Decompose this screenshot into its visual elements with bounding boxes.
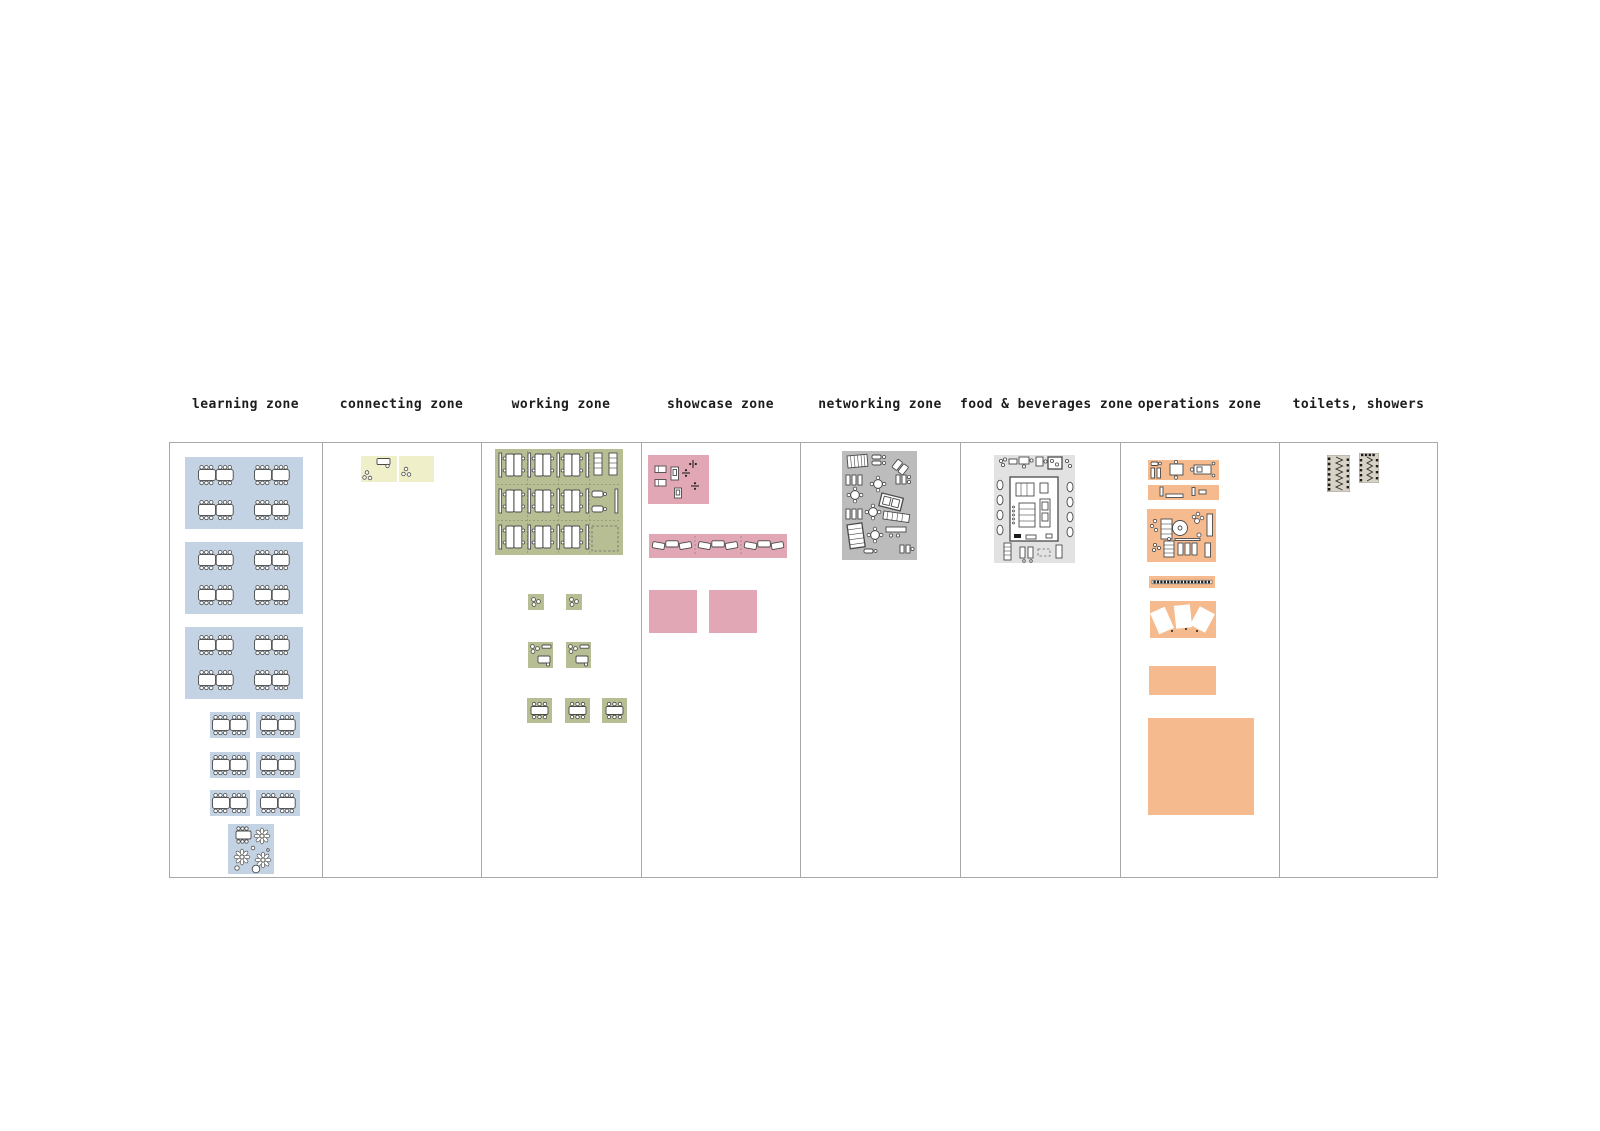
working-meeting-module <box>565 698 590 723</box>
working-meeting-module <box>527 698 552 723</box>
tilted-mats-icon <box>1150 601 1216 638</box>
learning-table-module <box>210 752 250 778</box>
learning-table-module <box>210 790 250 816</box>
learning-classroom-module-1 <box>185 457 303 529</box>
learning-beanbag-module <box>228 824 274 874</box>
learning-table-module <box>256 712 300 738</box>
column-divider <box>322 442 323 878</box>
connecting-cluster-module <box>399 456 434 482</box>
office-desk-strip-icon <box>1148 460 1219 480</box>
zone-header-showcase: showcase zone <box>667 397 774 412</box>
curved-bench-row-icon <box>649 534 787 558</box>
toilet-stall-module-large <box>1327 455 1350 492</box>
learning-table-module <box>256 790 300 816</box>
working-lounge-module <box>528 642 553 668</box>
column-divider <box>481 442 482 878</box>
toilet-stalls-icon <box>1359 453 1379 483</box>
operations-service-area-module <box>1148 718 1254 815</box>
meeting-table-icon <box>602 698 627 723</box>
zone-header-connecting: connecting zone <box>339 397 464 412</box>
showcase-stage-module <box>649 590 697 633</box>
learning-classroom-module-3 <box>185 627 303 699</box>
exhibit-display-icon <box>648 455 709 504</box>
zone-header-working: working zone <box>511 397 611 412</box>
working-lounge-module <box>566 642 591 668</box>
working-meeting-module <box>602 698 627 723</box>
storage-strip-icon <box>1148 485 1219 500</box>
staff-lounge-icon <box>1147 509 1216 562</box>
lounge-meeting-icon <box>528 642 553 668</box>
reception-plan-icon <box>361 456 397 482</box>
meeting-table-icon <box>565 698 590 723</box>
learning-table-module <box>210 712 250 738</box>
table-plan-icon <box>256 712 300 738</box>
armchair-cluster-icon <box>566 594 582 610</box>
classroom-plan-icon <box>185 542 303 614</box>
table-plan-icon <box>256 752 300 778</box>
zone-header-operations: operations zone <box>1137 397 1262 412</box>
operations-staff-lounge-module <box>1147 509 1216 562</box>
table-plan-icon <box>210 790 250 816</box>
working-open-office-module <box>495 449 623 555</box>
operations-storage-strip-module <box>1148 485 1219 500</box>
operations-open-storage-module <box>1149 666 1216 695</box>
table-plan-icon <box>256 790 300 816</box>
lounge-meeting-icon <box>566 642 591 668</box>
operations-desk-strip-module <box>1148 460 1219 480</box>
standing-cluster-icon <box>399 456 434 482</box>
column-divider <box>641 442 642 878</box>
zone-header-networking: networking zone <box>818 397 942 412</box>
column-divider <box>1279 442 1280 878</box>
table-plan-icon <box>210 712 250 738</box>
operations-mat-storage-module <box>1150 601 1216 638</box>
beanbag-lounge-icon <box>228 824 274 874</box>
working-armchair-module <box>566 594 582 610</box>
mixed-lounge-plan-icon <box>842 451 917 560</box>
zone-header-learning: learning zone <box>192 397 299 412</box>
classroom-plan-icon <box>185 627 303 699</box>
column-divider <box>800 442 801 878</box>
table-plan-icon <box>210 752 250 778</box>
learning-classroom-module-2 <box>185 542 303 614</box>
armchair-cluster-icon <box>528 594 544 610</box>
zone-header-toilets: toilets, showers <box>1292 397 1425 412</box>
zone-header-food: food & beverages zone <box>960 397 1133 412</box>
food-kitchen-module <box>994 455 1075 563</box>
desk-grid-plan-icon <box>495 449 623 555</box>
networking-lounge-module <box>842 451 917 560</box>
showcase-exhibit-module <box>648 455 709 504</box>
toilet-stall-module-small <box>1359 453 1379 483</box>
showcase-stage-module <box>709 590 757 633</box>
classroom-plan-icon <box>185 457 303 529</box>
column-divider <box>960 442 961 878</box>
working-armchair-module <box>528 594 544 610</box>
learning-table-module <box>256 752 300 778</box>
locker-row-icon <box>1149 576 1215 588</box>
operations-locker-row-module <box>1149 576 1215 588</box>
showcase-bench-row-module <box>649 534 787 558</box>
column-divider <box>1120 442 1121 878</box>
connecting-reception-module <box>361 456 397 482</box>
meeting-table-icon <box>527 698 552 723</box>
toilet-stalls-icon <box>1327 455 1350 492</box>
kitchen-dining-plan-icon <box>994 455 1075 563</box>
